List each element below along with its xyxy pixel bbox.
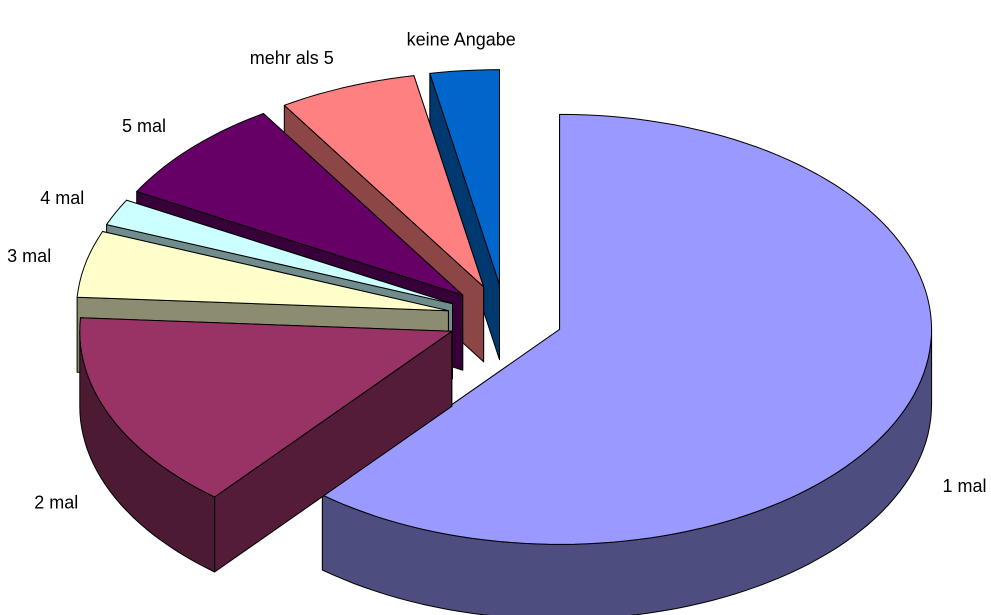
pie-slice [321,113,933,615]
pie-slice [79,317,453,573]
slice-label: 5 mal [122,116,166,136]
slice-label: 1 mal [943,476,987,496]
slice-top [321,113,933,545]
slice-top [76,231,449,312]
slice-label: mehr als 5 [250,48,334,68]
slice-top [79,317,453,498]
slice-top [283,75,485,288]
slice-top [429,69,500,286]
slice-top [106,199,453,305]
slice-label: 4 mal [40,188,84,208]
slice-label: 3 mal [7,246,51,266]
slice-label: keine Angabe [407,29,516,49]
slice-label: 2 mal [34,492,78,512]
slice-top [136,113,464,296]
